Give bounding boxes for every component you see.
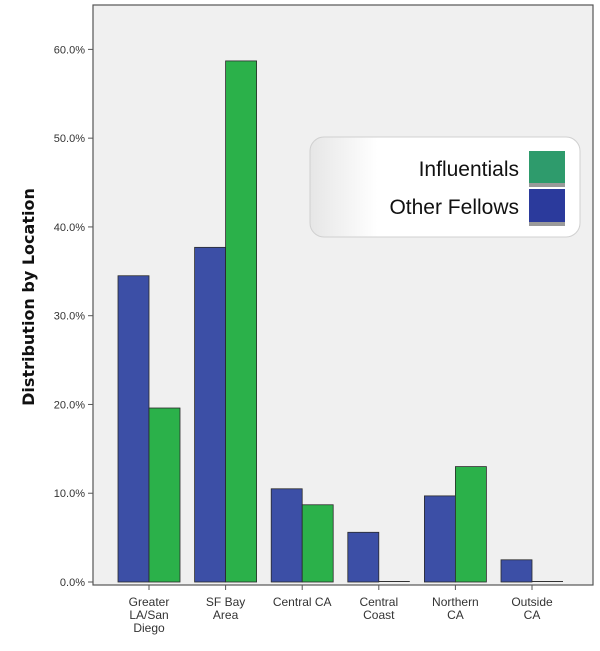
legend-label-influentials: Influentials — [419, 158, 519, 181]
bar-influentials — [148, 407, 181, 583]
bar-influentials — [301, 504, 334, 583]
y-tick-label: 20.0% — [54, 399, 85, 411]
bar-other-fellows — [194, 246, 227, 583]
x-tick-label: Northern CA — [432, 595, 479, 622]
legend-swatch-influentials — [529, 151, 565, 183]
x-tick-label: Central CA — [273, 595, 332, 609]
bar-influentials — [454, 466, 487, 583]
legend-swatch-shadow — [529, 183, 565, 187]
x-tick-label: Central Coast — [359, 595, 398, 622]
y-tick-label: 30.0% — [54, 311, 85, 323]
bar-influentials — [378, 581, 410, 582]
bar-influentials — [225, 60, 258, 583]
legend-label-other-fellows: Other Fellows — [389, 196, 519, 219]
y-tick-label: 0.0% — [60, 577, 85, 589]
x-axis-labels: Greater LA/San Diego SF Bay Area Central CA Ce… — [129, 585, 553, 635]
x-tick-label: SF Bay Area — [206, 595, 245, 622]
legend-box — [309, 136, 581, 238]
y-axis-label: Distribution by Location — [19, 188, 38, 406]
bar-other-fellows — [500, 559, 533, 583]
legend: Influentials Other Fellows — [309, 136, 581, 238]
legend-swatch-other-fellows — [529, 189, 565, 222]
x-tick-label: Outside CA — [511, 595, 553, 622]
bar-other-fellows — [117, 275, 150, 583]
legend-swatch-shadow — [529, 222, 565, 226]
y-tick-label: 40.0% — [54, 222, 85, 234]
bar-other-fellows — [270, 488, 303, 583]
x-tick-label: Greater LA/San Diego — [129, 595, 170, 635]
y-tick-label: 60.0% — [54, 44, 85, 56]
bar-influentials — [532, 581, 563, 582]
y-tick-label: 50.0% — [54, 133, 85, 145]
y-tick-label: 10.0% — [54, 488, 85, 500]
bars — [117, 60, 563, 583]
bar-other-fellows — [423, 495, 456, 583]
bar-other-fellows — [347, 531, 380, 583]
y-axis: 0.0% 10.0% 20.0% 30.0% 40.0% 50.0% 60.0% — [54, 44, 93, 589]
